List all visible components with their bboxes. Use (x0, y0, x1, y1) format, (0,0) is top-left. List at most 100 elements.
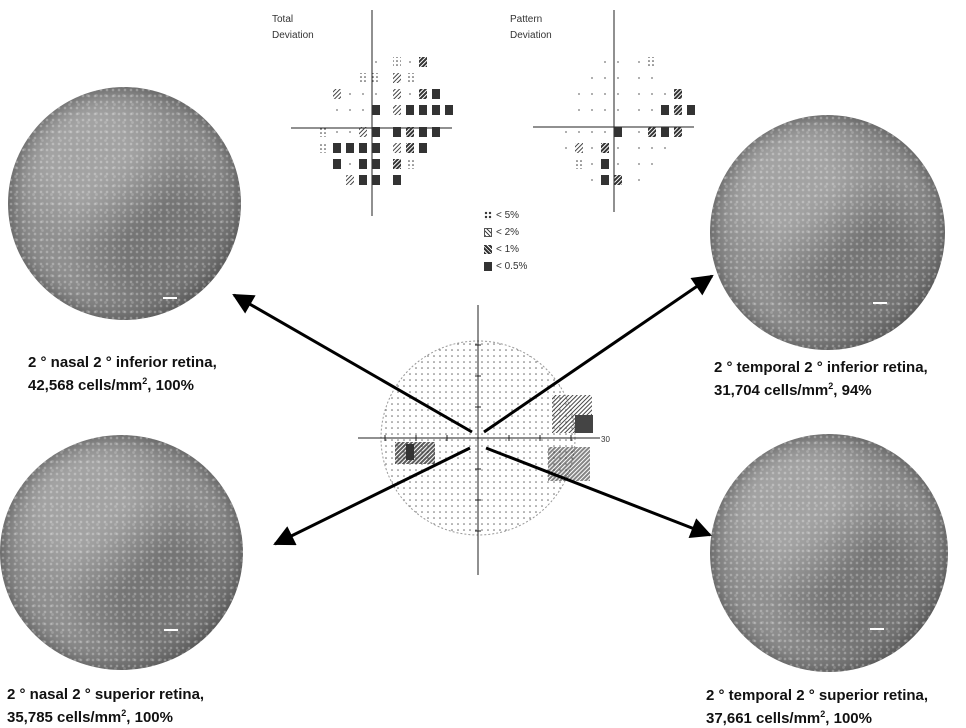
deviation-symbol-p2 (575, 143, 583, 153)
total-deviation-plot (291, 10, 453, 216)
normal-point (591, 163, 593, 165)
deviation-symbol-p1 (406, 143, 414, 153)
deviation-symbol-p05 (419, 127, 427, 137)
total-deviation-label: Total Deviation (272, 14, 314, 41)
deviation-symbol-p05 (393, 175, 401, 185)
deviation-symbol-p05 (601, 175, 609, 185)
deviation-symbol-p5 (648, 57, 656, 67)
normal-point (565, 147, 567, 149)
normal-point (651, 163, 653, 165)
deviation-symbol-p5 (406, 159, 414, 169)
deviation-symbol-p05 (406, 105, 414, 115)
deviation-symbol-p5 (393, 57, 401, 67)
legend-item: < 2% (484, 224, 527, 241)
normal-point (349, 163, 351, 165)
deviation-symbol-p05 (372, 127, 380, 137)
normal-point (651, 77, 653, 79)
deviation-symbol-p05 (419, 105, 427, 115)
normal-point (409, 93, 411, 95)
deviation-symbol-p5 (406, 73, 414, 83)
normal-point (617, 109, 619, 111)
scale-bar (873, 302, 887, 304)
deviation-symbol-p05 (372, 143, 380, 153)
legend-item: < 5% (484, 207, 527, 224)
normal-point (591, 77, 593, 79)
p1-symbol-icon (484, 245, 492, 254)
normal-point (362, 93, 364, 95)
deviation-symbol-p05 (372, 175, 380, 185)
defect-region (395, 442, 435, 464)
normal-point (664, 93, 666, 95)
normal-point (591, 131, 593, 133)
pattern-deviation-plot (533, 10, 695, 212)
deviation-symbol-p2 (393, 89, 401, 99)
deviation-symbol-p05 (432, 105, 440, 115)
retina-image-nasal-inferior (8, 87, 241, 320)
normal-point (617, 93, 619, 95)
normal-point (591, 179, 593, 181)
caption-temporal-superior: 2 ° temporal 2 ° superior retina, 37,661… (706, 687, 929, 727)
deviation-symbol-p2 (393, 143, 401, 153)
normal-point (362, 109, 364, 111)
deviation-symbol-p1 (601, 143, 609, 153)
deviation-symbol-p05 (333, 143, 341, 153)
normal-point (651, 147, 653, 149)
normal-point (375, 93, 377, 95)
normal-point (638, 179, 640, 181)
normal-point (336, 131, 338, 133)
p05-symbol-icon (484, 262, 492, 271)
normal-point (664, 147, 666, 149)
caption-nasal-superior: 2 ° nasal 2 ° superior retina, 35,785 ce… (7, 686, 205, 726)
deviation-symbol-p05 (346, 143, 354, 153)
normal-point (617, 61, 619, 63)
normal-point (604, 61, 606, 63)
deviation-symbol-p05 (432, 127, 440, 137)
normal-point (638, 131, 640, 133)
deviation-symbol-p2 (333, 89, 341, 99)
normal-point (604, 109, 606, 111)
normal-point (638, 61, 640, 63)
normal-point (349, 131, 351, 133)
deviation-symbol-p1 (419, 57, 427, 67)
deviation-symbol-p05 (432, 89, 440, 99)
scale-bar (164, 629, 178, 631)
deviation-symbol-p05 (372, 105, 380, 115)
normal-point (565, 131, 567, 133)
deviation-symbol-p1 (674, 127, 682, 137)
caption-temporal-inferior: 2 ° temporal 2 ° inferior retina, 31,704… (714, 359, 928, 399)
deviation-symbol-p1 (674, 105, 682, 115)
deviation-symbol-p2 (393, 73, 401, 83)
deviation-symbol-p05 (687, 105, 695, 115)
retina-image-temporal-inferior (710, 115, 945, 350)
significance-legend: < 5% < 2% < 1% < 0.5% (484, 207, 527, 275)
deviation-symbol-p5 (320, 127, 328, 137)
p5-symbol-icon (484, 211, 492, 220)
deviation-symbol-p05 (661, 127, 669, 137)
arrow-to-temporal-inferior (483, 274, 714, 434)
normal-point (638, 109, 640, 111)
normal-point (617, 147, 619, 149)
defect-region (406, 444, 414, 460)
deviation-symbol-p1 (406, 127, 414, 137)
scale-bar (163, 297, 177, 299)
deviation-symbol-p5 (320, 143, 328, 153)
arrow-to-temporal-superior (485, 446, 712, 538)
deviation-symbol-p05 (372, 159, 380, 169)
deviation-symbol-p5 (575, 159, 583, 169)
deviation-symbol-p5 (359, 73, 367, 83)
normal-point (578, 93, 580, 95)
arrow-to-nasal-inferior (232, 293, 473, 434)
normal-point (349, 93, 351, 95)
deviation-symbol-p1 (648, 127, 656, 137)
arrows (232, 274, 714, 546)
arrow-to-nasal-superior (273, 446, 471, 546)
deviation-symbol-p1 (419, 89, 427, 99)
defect-region (575, 415, 593, 433)
deviation-symbol-p05 (419, 143, 427, 153)
normal-point (638, 93, 640, 95)
caption-nasal-inferior: 2 ° nasal 2 ° inferior retina, 42,568 ce… (28, 354, 217, 394)
deviation-symbol-p1 (674, 89, 682, 99)
normal-point (651, 109, 653, 111)
visual-field-greyscale: 30 (358, 305, 610, 575)
